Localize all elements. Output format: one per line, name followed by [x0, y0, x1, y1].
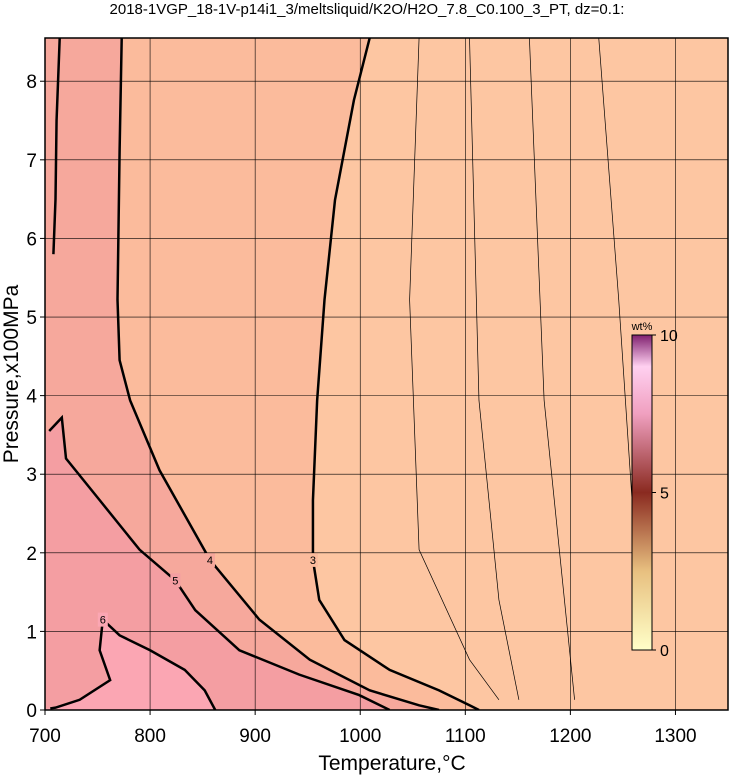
contour-label: 3	[310, 555, 316, 567]
contour-fill	[45, 417, 390, 710]
y-tick-label: 1	[26, 622, 37, 643]
y-tick-label: 5	[26, 308, 37, 329]
contour-line	[409, 38, 500, 700]
x-tick-label: 1200	[549, 726, 591, 747]
x-tick-label: 1100	[445, 726, 486, 747]
x-tick-label: 700	[29, 726, 61, 747]
y-tick-label: 4	[26, 387, 37, 408]
plot-frame	[44, 37, 729, 711]
contour-label: 4	[207, 555, 213, 567]
y-tick-label: 7	[26, 151, 37, 172]
x-tick-label: 1000	[339, 726, 381, 747]
y-tick-label: 0	[26, 701, 37, 722]
x-tick-label: 900	[239, 726, 271, 747]
contour-line	[469, 38, 520, 700]
colorbar-tick-label: 10	[660, 328, 678, 345]
colorbar	[631, 334, 653, 651]
contour-fill	[45, 38, 60, 255]
y-tick-label: 6	[26, 229, 37, 250]
x-axis-label: Temperature,°C	[318, 752, 465, 775]
y-tick-label: 3	[26, 465, 37, 486]
contour-line	[529, 38, 575, 700]
x-tick-label: 1300	[654, 726, 696, 747]
colorbar-tick-label: 0	[660, 643, 669, 660]
contour-label-bg	[307, 552, 318, 567]
axes: 700 800 900 1000 1100 1200 1300 0 1 2 3 4 5 6 7 8 wt% 0 5 1…	[26, 37, 729, 747]
contour-label-bg	[97, 612, 108, 627]
plot-area: 3 4 5 6	[45, 38, 728, 710]
chart-title: 2018-1VGP_18-1V-p14i1_3/meltsliquid/K2O/…	[110, 1, 625, 18]
colorbar-tick-label: 5	[660, 486, 669, 503]
contour-label-bg	[204, 552, 215, 567]
contour-fill	[45, 38, 440, 710]
x-tick-label: 800	[134, 726, 166, 747]
y-tick-label: 8	[26, 72, 37, 93]
contour-fill	[45, 619, 216, 710]
contour-label: 6	[100, 615, 106, 627]
y-axis-label: Pressure,x100MPa	[0, 284, 23, 463]
colorbar-title: wt%	[631, 321, 653, 333]
y-tick-label: 2	[26, 544, 37, 565]
contour-label: 5	[172, 575, 178, 587]
contour-label-bg	[170, 573, 181, 588]
